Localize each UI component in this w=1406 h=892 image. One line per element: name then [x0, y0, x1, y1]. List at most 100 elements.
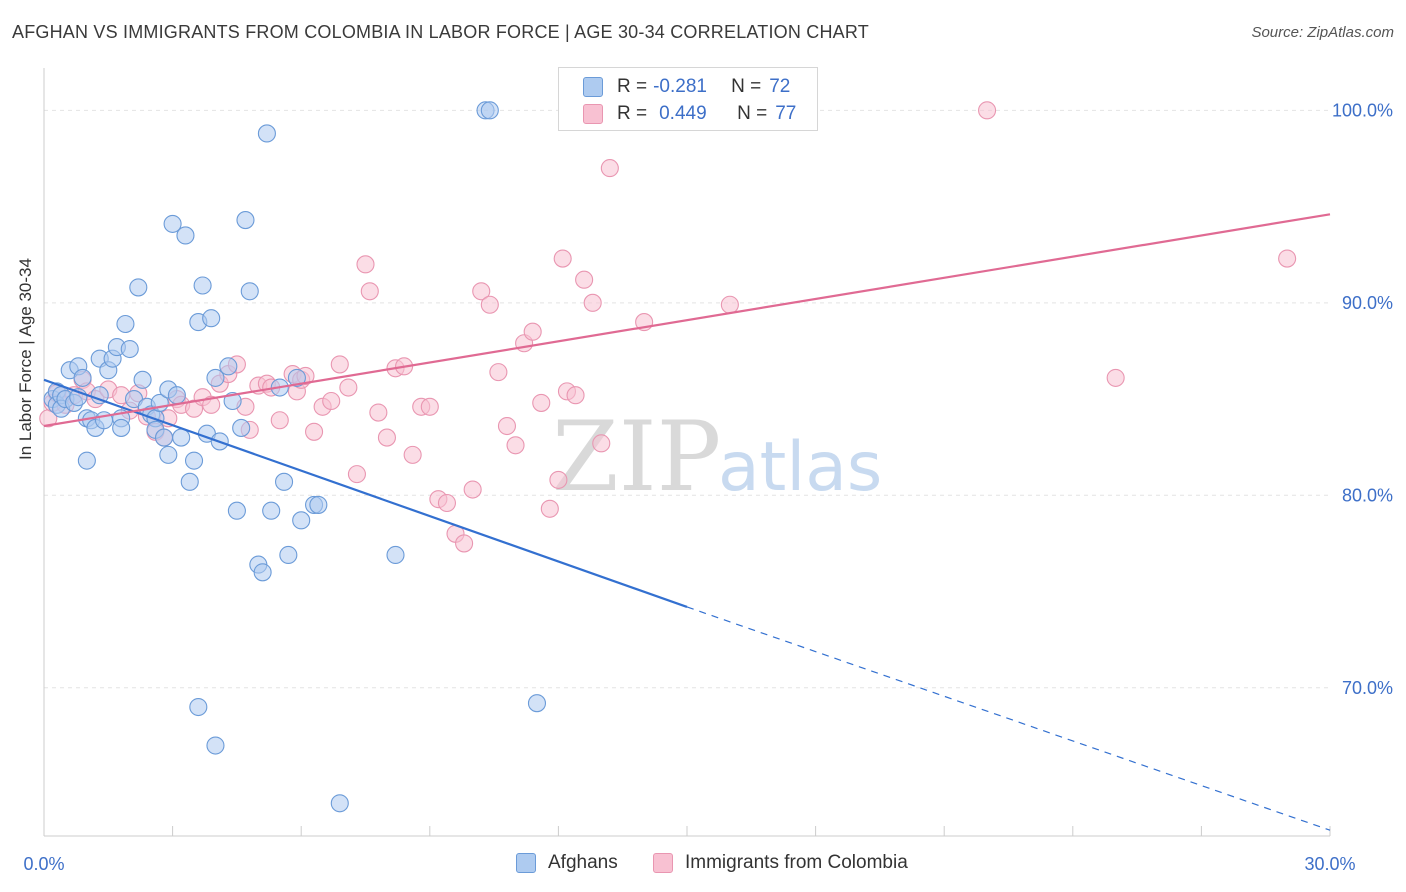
y-tick-label: 90.0% — [1342, 293, 1393, 313]
colombia-point — [575, 270, 594, 289]
y-tick-label: 80.0% — [1342, 485, 1393, 505]
afghans-point — [129, 278, 148, 297]
colombia-point — [455, 534, 474, 553]
legend-item-colombia[interactable]: Immigrants from Colombia — [653, 852, 908, 874]
colombia-point — [339, 378, 358, 397]
afghans-trendline-extrapolated — [686, 606, 1331, 831]
afghans-point — [184, 451, 204, 470]
colombia-legend-swatch — [653, 853, 673, 873]
legend-n-label: N = — [737, 103, 768, 124]
afghans-point — [275, 472, 294, 491]
colombia-point — [978, 101, 997, 120]
afghans-point — [167, 386, 186, 405]
afghans-point — [262, 501, 281, 520]
colombia-point — [480, 295, 499, 314]
colombia-point — [360, 282, 379, 301]
colombia-point — [330, 355, 349, 374]
afghans-point — [77, 451, 96, 470]
legend-r-afghans: -0.281 — [653, 76, 707, 97]
afghans-point — [287, 368, 306, 387]
legend-n-label: N = — [731, 76, 762, 97]
afghans-point — [90, 386, 109, 405]
afghans-point — [527, 694, 547, 713]
colombia-point — [437, 493, 456, 513]
colombia-point — [566, 386, 585, 405]
afghans-point — [232, 418, 251, 437]
afghans-point — [236, 211, 255, 230]
afghans-point — [176, 226, 195, 245]
afghans-point — [180, 472, 199, 491]
afghans-point — [202, 309, 221, 328]
afghans-point — [219, 357, 238, 376]
colombia-point — [600, 159, 619, 178]
colombia-point — [583, 293, 602, 312]
afghans-legend-swatch — [516, 853, 536, 873]
trendlines — [43, 213, 1331, 831]
source-label: Source: ZipAtlas.com — [1251, 24, 1394, 41]
legend-r-colombia: 0.449 — [659, 103, 707, 124]
colombia-point — [720, 295, 739, 314]
afghans-point — [206, 736, 225, 755]
colombia-point — [420, 397, 439, 416]
x-tick-label: 30.0% — [1304, 854, 1355, 874]
colombia-point — [322, 391, 341, 411]
afghans-point — [253, 563, 272, 582]
afghans-point — [193, 276, 212, 295]
afghans-swatch — [583, 77, 603, 97]
chart-title: AFGHAN VS IMMIGRANTS FROM COLOMBIA IN LA… — [12, 22, 869, 42]
colombia-point — [202, 395, 221, 414]
colombia-point — [1106, 368, 1125, 387]
colombia-trendline — [43, 213, 1331, 428]
watermark: ZIP atlas — [552, 401, 882, 513]
watermark-zip: ZIP — [552, 401, 721, 513]
watermark-atlas: atlas — [718, 428, 882, 507]
colombia-point — [356, 255, 375, 274]
legend-label-afghans: Afghans — [548, 852, 618, 873]
afghans-point — [189, 697, 208, 717]
afghans-point — [309, 495, 328, 514]
y-axis-label: In Labor Force | Age 30-34 — [16, 258, 35, 460]
colombia-point — [549, 470, 568, 489]
colombia-swatch — [583, 104, 603, 124]
colombia-point — [347, 465, 366, 484]
afghans-point — [112, 418, 131, 437]
afghans-point — [154, 428, 174, 447]
afghans-point — [292, 511, 311, 530]
colombia-point — [369, 403, 388, 422]
legend-r-label: R = — [617, 76, 648, 97]
tick-labels: 70.0% 80.0% 90.0% 100.0% 0.0% 30.0% — [23, 100, 1393, 874]
colombia-point — [540, 499, 559, 518]
colombia-point — [377, 428, 396, 447]
colombia-point — [592, 434, 611, 453]
legend-item-afghans[interactable]: Afghans — [516, 852, 618, 874]
legend-r-label: R = — [617, 103, 648, 124]
afghans-point — [279, 545, 298, 565]
x-tick-label: 0.0% — [23, 854, 64, 874]
colombia-point — [463, 480, 482, 499]
colombia-point — [489, 363, 508, 382]
legend-row-afghans: R = -0.281 N = 72 — [583, 74, 790, 100]
afghans-point — [330, 794, 349, 813]
colombia-point — [553, 249, 572, 268]
colombia-point — [497, 416, 517, 436]
afghans-point — [159, 445, 178, 464]
colombia-point — [403, 445, 422, 464]
colombia-point — [305, 422, 324, 441]
afghans-point — [133, 370, 152, 389]
afghans-point — [163, 214, 182, 233]
y-tick-label: 70.0% — [1342, 678, 1393, 698]
series-afghans-points — [43, 101, 547, 813]
legend-n-colombia: 77 — [775, 103, 797, 124]
y-tick-label: 100.0% — [1332, 100, 1393, 120]
afghans-point — [227, 501, 246, 520]
legend-label-colombia: Immigrants from Colombia — [685, 852, 908, 873]
colombia-point — [523, 322, 542, 341]
legend-n-afghans: 72 — [769, 76, 791, 97]
colombia-point — [506, 436, 525, 455]
colombia-point — [1278, 249, 1297, 268]
afghans-point — [73, 368, 92, 387]
afghans-point — [206, 368, 225, 387]
afghans-point — [386, 545, 405, 565]
afghans-point — [172, 428, 191, 447]
